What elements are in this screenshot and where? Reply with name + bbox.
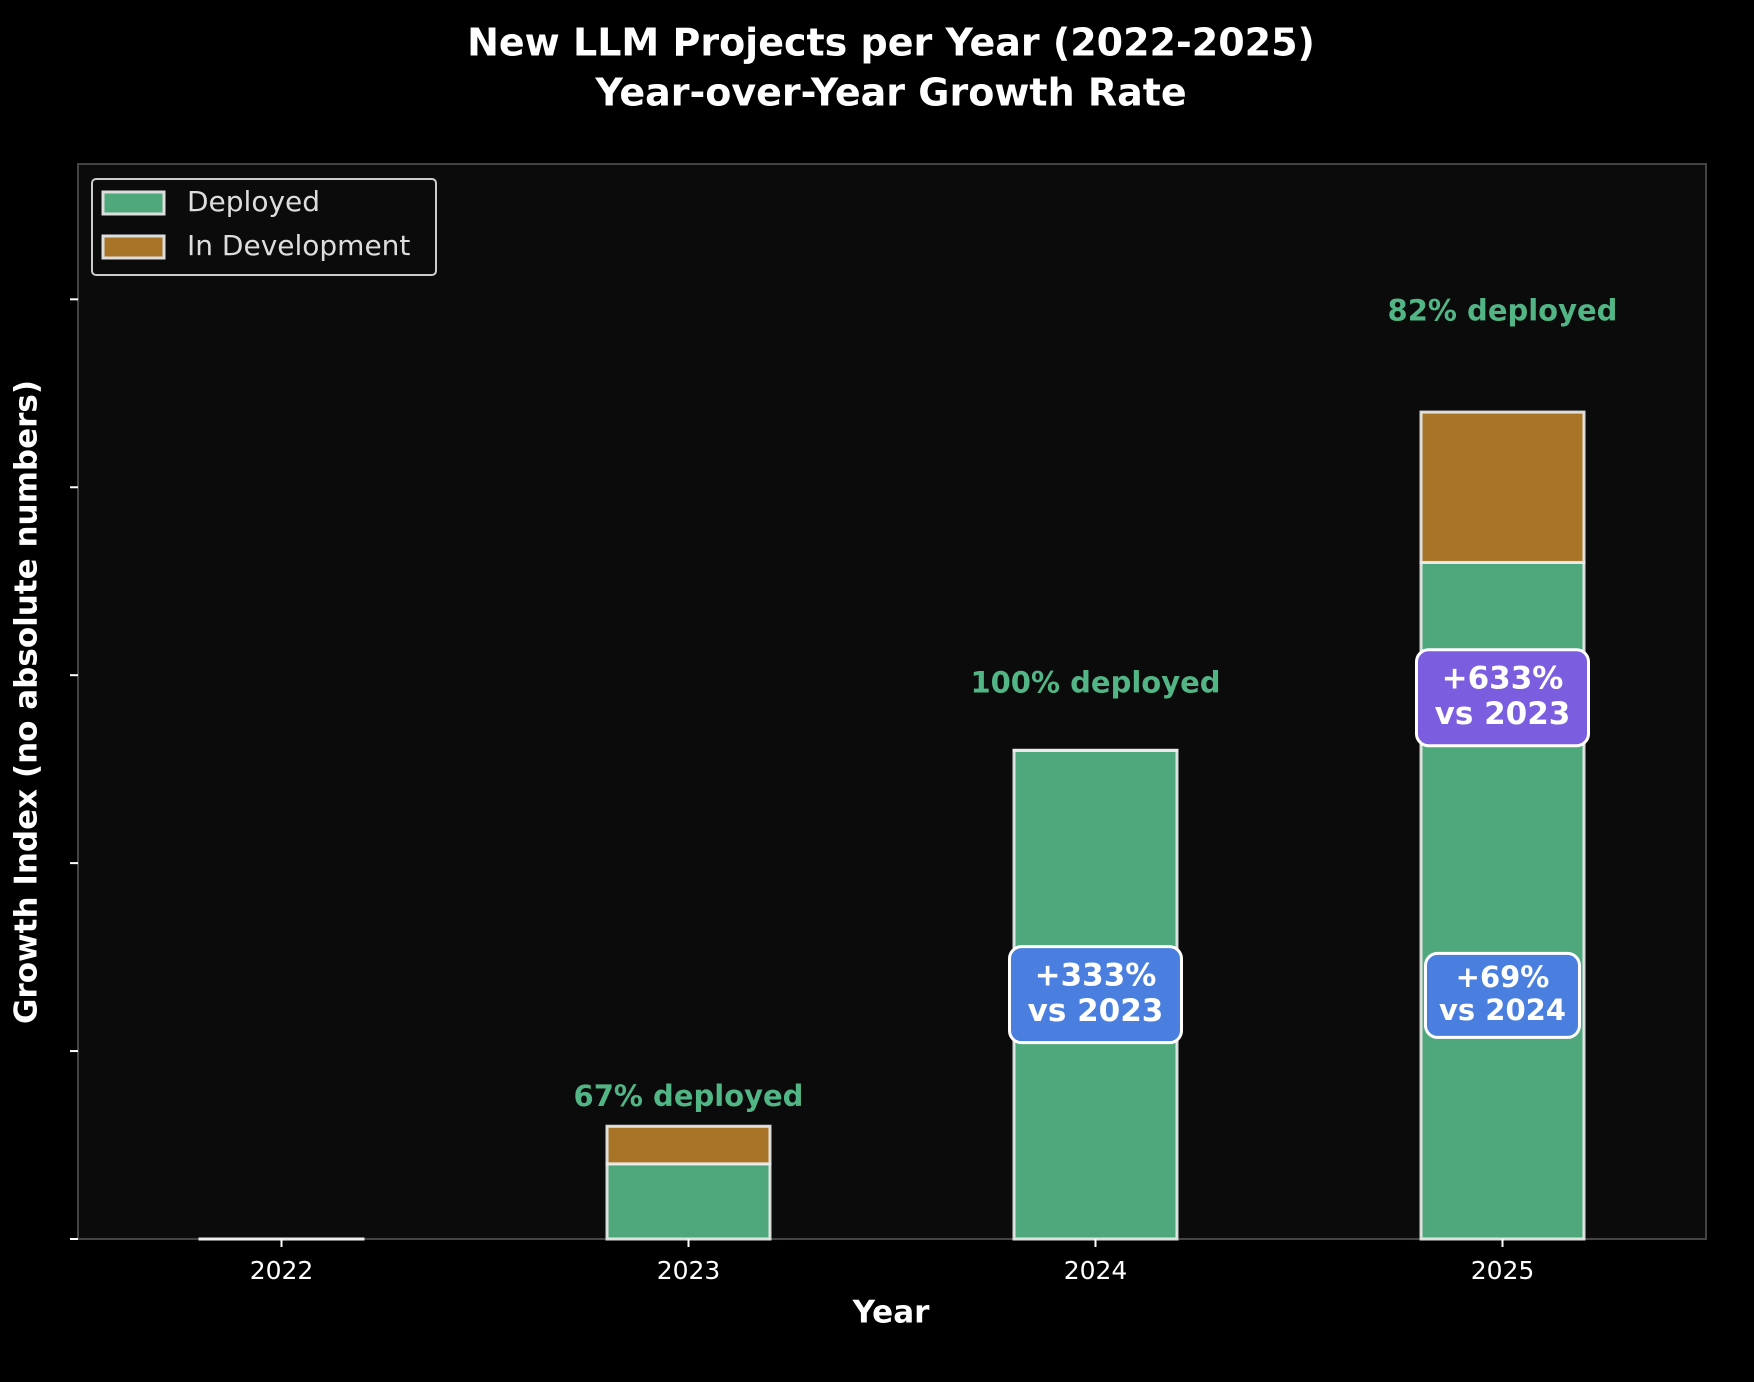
legend-swatch: [101, 190, 166, 216]
legend-label: In Development: [187, 229, 410, 262]
growth-label: vs 2023: [1028, 993, 1164, 1029]
growth-label: vs 2023: [1435, 696, 1571, 732]
growth-label: +333%: [1035, 957, 1157, 993]
deployed-label: 100% deployed: [970, 666, 1220, 700]
x-tick-label: 2023: [657, 1256, 721, 1285]
x-axis-label: Year: [852, 1295, 931, 1331]
growth-badge: [1008, 945, 1183, 1045]
y-axis-label: Growth Index (no absolute numbers): [9, 380, 45, 1024]
bar-segment: [605, 1124, 772, 1166]
x-tick-label: 2022: [250, 1256, 314, 1285]
deployed-label: 82% deployed: [1388, 293, 1618, 327]
legend-swatch: [101, 234, 166, 260]
x-tick-label: 2024: [1064, 1256, 1128, 1285]
growth-label: +633%: [1442, 660, 1564, 696]
deployed-label: 67% deployed: [574, 1079, 804, 1113]
legend-box: [91, 178, 437, 276]
growth-badge: [1415, 648, 1590, 748]
growth-label: vs 2024: [1439, 993, 1566, 1027]
growth-label: +69%: [1456, 960, 1550, 994]
x-tick-label: 2025: [1471, 1256, 1535, 1285]
legend-label: Deployed: [187, 185, 320, 218]
bar-segment: [605, 1162, 772, 1241]
chart-subtitle: Year-over-Year Growth Rate: [594, 71, 1186, 115]
chart-title: New LLM Projects per Year (2022-2025): [467, 21, 1315, 65]
bar-segment: [1419, 410, 1586, 564]
growth-badge: [1424, 951, 1581, 1039]
